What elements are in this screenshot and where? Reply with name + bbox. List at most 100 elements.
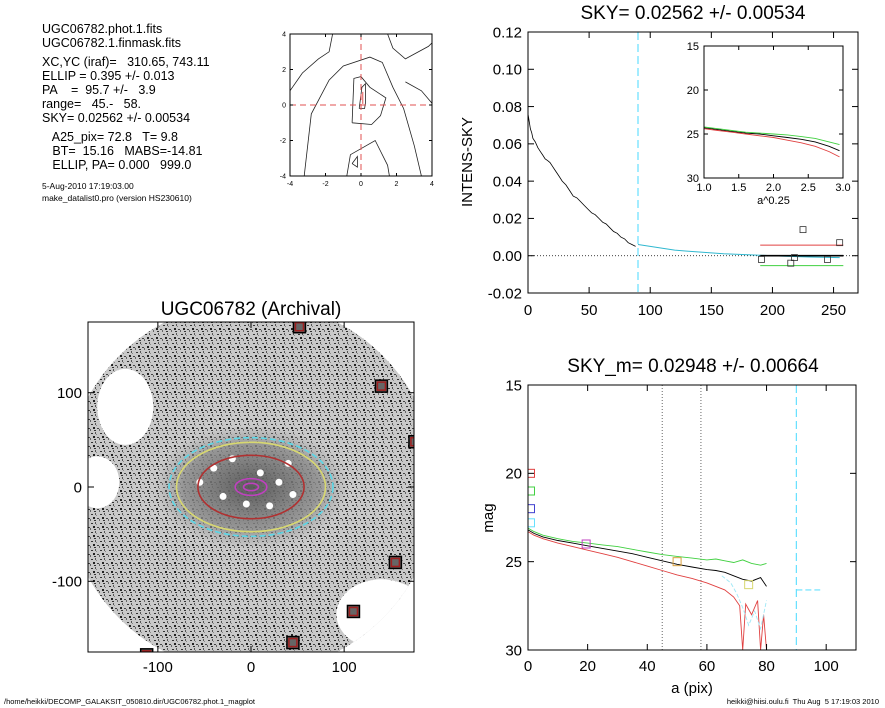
y-tick-label: 2 bbox=[282, 67, 286, 74]
info-line: ELLIP = 0.395 +/- 0.013 bbox=[42, 69, 175, 83]
intensity-profile-line bbox=[527, 113, 636, 247]
x-tick-label: -4 bbox=[287, 181, 293, 188]
isophote-ellipse bbox=[175, 441, 327, 533]
masked-star-box-inner bbox=[294, 322, 305, 332]
sky-sample-square bbox=[791, 254, 798, 261]
y-tick-label: -4 bbox=[280, 173, 286, 180]
contour-line bbox=[346, 139, 390, 176]
sky-sample-square bbox=[799, 226, 807, 234]
sky-ylabel: INTENS-SKY bbox=[459, 117, 476, 207]
mag-reference-square bbox=[528, 504, 535, 514]
mag-reference-square bbox=[528, 468, 535, 478]
y-tick-label: 15 bbox=[687, 41, 699, 53]
info-panel: UGC06782.phot.1.fits UGC06782.1.finmask.f… bbox=[42, 22, 210, 204]
mag-marker-square bbox=[672, 557, 682, 567]
contour-plot: -4 -2 0 2 4 -4 -2 0 2 4 bbox=[280, 31, 434, 188]
y-tick-label: 30 bbox=[687, 173, 699, 185]
mag-series-line bbox=[721, 575, 767, 631]
info-line: PA = 95.7 +/- 3.9 bbox=[42, 83, 156, 97]
masked-star-box-inner bbox=[390, 557, 401, 568]
contour-line bbox=[387, 34, 432, 60]
x-tick-label: 100 bbox=[814, 658, 839, 675]
galaxy-image-plot: UGC06782 (Archival) -100 0 100 -100 0 100 bbox=[52, 299, 415, 676]
inset-series-line bbox=[703, 128, 840, 158]
masked-star-box bbox=[286, 635, 300, 650]
x-tick-label: 50 bbox=[581, 302, 598, 319]
info-line: ELLIP, PA= 0.000 999.0 bbox=[42, 158, 192, 172]
isophote-ellipse bbox=[168, 436, 334, 538]
y-tick-label: -100 bbox=[52, 574, 82, 591]
info-line: XC,YC (iraf)= 310.65, 743.11 bbox=[42, 55, 210, 69]
x-tick-label: 1.5 bbox=[731, 182, 746, 194]
x-tick-label: 20 bbox=[579, 658, 596, 675]
contour-line bbox=[358, 82, 366, 109]
y-tick-label: 20 bbox=[505, 466, 522, 483]
x-tick-label: 250 bbox=[821, 302, 846, 319]
y-tick-label: 0.10 bbox=[493, 62, 522, 79]
sky-sample-square bbox=[758, 256, 765, 263]
mag-inner bbox=[528, 385, 821, 650]
y-tick-label: 4 bbox=[282, 31, 286, 38]
masked-star-box bbox=[346, 604, 361, 619]
masked-star bbox=[275, 478, 283, 486]
y-tick-label: 25 bbox=[687, 129, 699, 141]
y-tick-label: 20 bbox=[687, 85, 699, 97]
y-tick-label: 0.08 bbox=[493, 99, 522, 116]
field bbox=[88, 322, 414, 652]
x-tick-label: 200 bbox=[760, 302, 785, 319]
inset-xlabel: a^0.25 bbox=[757, 195, 790, 207]
x-tick-label: 40 bbox=[639, 658, 656, 675]
info-line: A25_pix= 72.8 T= 9.8 bbox=[42, 130, 178, 144]
masked-star-box-inner bbox=[376, 381, 387, 391]
mag-reference-square bbox=[528, 518, 535, 528]
masked-star bbox=[266, 502, 274, 510]
masked-star-box-inner bbox=[348, 606, 359, 617]
mag-xlabel: a (pix) bbox=[671, 680, 713, 697]
sky-title: SKY= 0.02562 +/- 0.00534 bbox=[580, 3, 805, 24]
sky-profile-plot: SKY= 0.02562 +/- 0.00534 INTENS-SKY 0 50 100… bbox=[459, 3, 859, 319]
isophote-ellipse bbox=[234, 477, 268, 497]
x-tick-label: 1.0 bbox=[696, 182, 711, 194]
y-tick-label: 15 bbox=[505, 377, 522, 394]
sky-frame bbox=[527, 31, 859, 294]
info-date: 5-Aug-2010 17:19:03.00 bbox=[42, 181, 134, 191]
x-tick-label: 0 bbox=[247, 659, 255, 676]
x-tick-label: 0 bbox=[524, 302, 532, 319]
contour-line bbox=[405, 81, 432, 104]
x-tick-label: 100 bbox=[638, 302, 663, 319]
y-tick-label: 100 bbox=[57, 385, 82, 402]
info-line: BT= 15.16 MABS=-14.81 bbox=[42, 144, 203, 158]
info-program: make_datalist0.pro (version HS230610) bbox=[42, 193, 192, 203]
x-tick-label: 2.5 bbox=[801, 182, 816, 194]
sky-sample-square bbox=[787, 259, 795, 267]
y-tick-label: 30 bbox=[505, 642, 522, 659]
info-line: UGC06782.phot.1.fits bbox=[42, 22, 163, 36]
mag-series-line bbox=[528, 529, 767, 587]
masked-star bbox=[242, 500, 250, 508]
masked-star-box-inner bbox=[410, 436, 414, 447]
mag-reference-square bbox=[528, 486, 535, 496]
masked-star bbox=[289, 491, 297, 499]
mag-ylabel: mag bbox=[480, 503, 497, 532]
x-tick-label: 4 bbox=[430, 181, 434, 188]
x-tick-label: 0 bbox=[524, 658, 532, 675]
mag-series-line bbox=[528, 531, 767, 650]
y-tick-label: 25 bbox=[505, 554, 522, 571]
x-tick-label: -2 bbox=[322, 181, 328, 188]
isophote-ellipse bbox=[242, 482, 260, 492]
x-tick-label: 3.0 bbox=[835, 182, 850, 194]
y-tick-label: -0.02 bbox=[488, 285, 522, 302]
contour-line bbox=[290, 34, 333, 92]
info-line: range= 45.- 58. bbox=[42, 97, 142, 111]
y-tick-label: 0.06 bbox=[493, 136, 522, 153]
x-tick-label: 0 bbox=[359, 181, 363, 188]
image-area bbox=[88, 322, 414, 652]
y-tick-label: 0.00 bbox=[493, 248, 522, 265]
x-tick-label: 2.0 bbox=[766, 182, 781, 194]
masked-star-box bbox=[292, 322, 307, 334]
contour-line bbox=[303, 56, 422, 176]
x-tick-label: 60 bbox=[699, 658, 716, 675]
footer-user-date: heikki@hiisi.oulu.fi Thu Aug 5 17:19:03 … bbox=[726, 697, 879, 706]
masked-star-box-inner bbox=[288, 637, 298, 648]
